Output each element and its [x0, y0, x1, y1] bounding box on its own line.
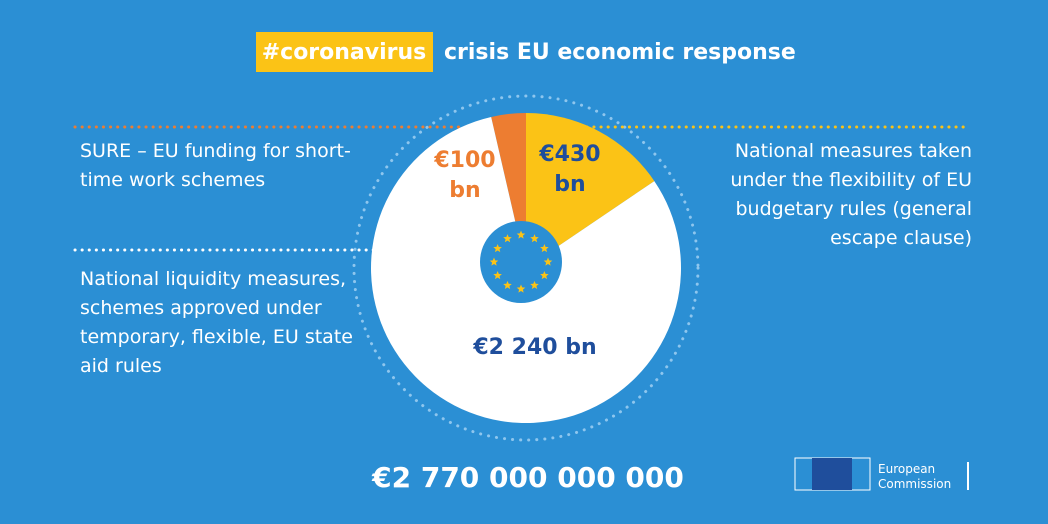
star — [530, 234, 539, 243]
star — [540, 244, 549, 253]
eu-emblem — [480, 221, 562, 303]
category-label: National measures taken under the flexib… — [730, 140, 972, 249]
star — [516, 230, 526, 239]
star — [493, 244, 502, 253]
star — [540, 271, 549, 280]
pie-slice — [526, 113, 655, 268]
chart-title: #coronavirus — [262, 40, 427, 65]
star — [530, 280, 539, 290]
total-label: €2 770 000 000 000 — [371, 461, 684, 494]
value-label: €100 bn — [434, 148, 496, 203]
category-label: National liquidity measures, schemes app… — [80, 268, 353, 377]
star — [489, 257, 499, 266]
star — [516, 284, 526, 293]
ec-logo — [794, 457, 969, 491]
star — [503, 280, 512, 290]
star — [493, 271, 502, 280]
dotted-ring — [352, 94, 700, 442]
category-label: SURE – EU funding for short-time work sc… — [80, 140, 351, 191]
star — [503, 234, 512, 243]
value-label: €430 bn — [539, 142, 601, 197]
chart-subtitle: crisis EU economic response — [444, 40, 796, 65]
logo-text: European Commission — [878, 462, 952, 491]
star — [543, 257, 553, 266]
title-box — [256, 32, 433, 72]
value-label: €2 240 bn — [473, 335, 597, 360]
